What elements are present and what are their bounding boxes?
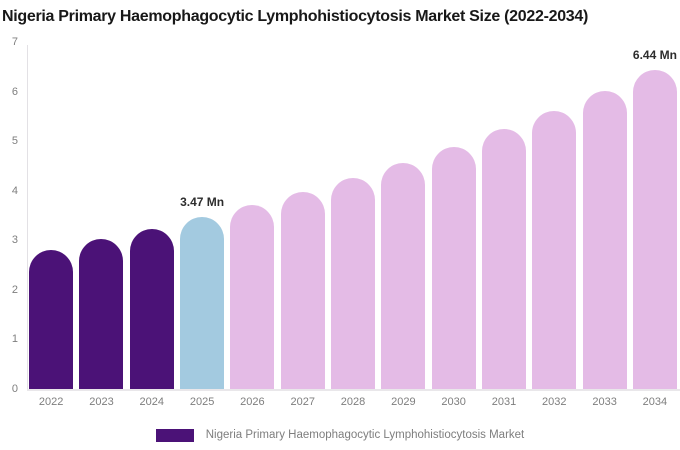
y-tick-label: 0 <box>11 383 18 395</box>
bar-2026[interactable] <box>230 204 275 389</box>
y-tick-label: 3 <box>11 234 18 247</box>
y-tick-label: 6 <box>11 85 18 98</box>
x-tick-label: 2024 <box>139 396 165 408</box>
bar-2024[interactable] <box>129 228 174 389</box>
x-tick-label: 2032 <box>542 396 567 408</box>
bar-2029[interactable] <box>381 162 426 389</box>
x-tick-label: 2028 <box>340 396 366 408</box>
y-tick-label: 5 <box>11 135 18 148</box>
bar-2028[interactable] <box>331 177 376 389</box>
bar-slot: 6.44 Mn 2034 <box>630 42 680 408</box>
legend-label: Nigeria Primary Haemophagocytic Lymphohi… <box>205 429 525 441</box>
bar-2030[interactable] <box>431 146 476 389</box>
y-tick-label: 7 <box>11 36 18 48</box>
bar-slot: 2027 <box>278 42 328 408</box>
bar-2034[interactable] <box>632 69 677 389</box>
bar-2023[interactable] <box>79 239 124 389</box>
x-tick-label: 2023 <box>89 396 114 408</box>
y-tick-label: 2 <box>11 283 18 296</box>
x-tick-label: 2022 <box>38 396 64 408</box>
bar-2032[interactable] <box>532 110 577 389</box>
bar-2022[interactable] <box>29 249 74 389</box>
x-tick-label: 2027 <box>290 396 315 408</box>
bar-slot: 2024 <box>127 42 177 408</box>
bar-2033[interactable] <box>582 91 627 389</box>
bar-slot: 2028 <box>328 42 378 408</box>
legend[interactable]: Nigeria Primary Haemophagocytic Lymphohi… <box>0 426 680 444</box>
bar-2025[interactable] <box>180 217 225 389</box>
bar-slot: 2029 <box>378 42 428 408</box>
bar-slot: 3.47 Mn 2025 <box>177 42 227 408</box>
x-tick-label: 2034 <box>642 396 668 408</box>
bar-slot: 2022 <box>26 42 76 408</box>
bar-2027[interactable] <box>280 191 325 389</box>
plot-area: 2022 2023 2024 3.47 Mn 2025 2026 2027 2028 2029 2… <box>26 42 680 408</box>
bar-slot: 2032 <box>529 42 579 408</box>
bar-slot: 2026 <box>227 42 277 408</box>
data-label-2034: 6.44 Mn <box>632 47 677 62</box>
bar-slot: 2033 <box>579 42 629 408</box>
x-tick-label: 2026 <box>240 396 265 408</box>
x-tick-label: 2031 <box>491 396 517 408</box>
chart-title: Nigeria Primary Haemophagocytic Lymphohi… <box>2 8 589 25</box>
y-tick-label: 4 <box>11 184 18 197</box>
bar-2031[interactable] <box>481 129 526 389</box>
bar-slot: 2031 <box>479 42 529 408</box>
y-axis-line <box>27 45 28 389</box>
y-tick-label: 1 <box>11 333 18 346</box>
bar-slot: 2023 <box>76 42 126 408</box>
bar-slot: 2030 <box>429 42 479 408</box>
legend-swatch <box>155 428 194 442</box>
x-axis-line <box>27 389 680 391</box>
data-label-2025: 3.47 Mn <box>180 195 225 209</box>
x-tick-label: 2030 <box>441 396 466 408</box>
x-tick-label: 2029 <box>391 396 416 408</box>
x-tick-label: 2025 <box>189 396 215 408</box>
x-tick-label: 2033 <box>592 396 617 408</box>
